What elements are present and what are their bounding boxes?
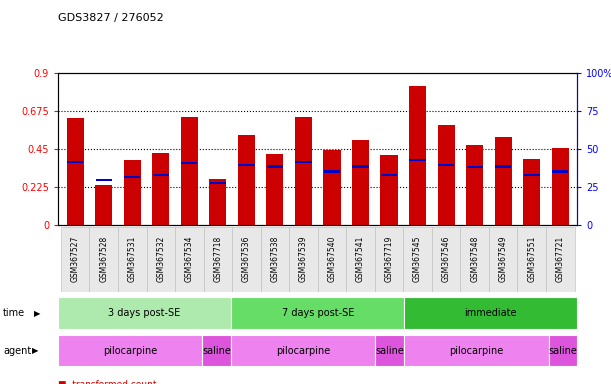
Bar	[295, 117, 312, 225]
Text: ▶: ▶	[32, 346, 39, 355]
Text: agent: agent	[3, 346, 31, 356]
Bar	[210, 182, 226, 184]
Bar	[495, 137, 512, 225]
Bar	[323, 151, 340, 225]
Text: GSM367545: GSM367545	[413, 236, 422, 283]
Bar	[324, 170, 340, 173]
Bar	[438, 164, 454, 166]
FancyBboxPatch shape	[489, 227, 518, 292]
Text: GSM367528: GSM367528	[99, 236, 108, 282]
Bar	[495, 166, 511, 167]
Bar	[210, 179, 227, 225]
Text: ▶: ▶	[34, 309, 40, 318]
Bar	[467, 166, 483, 169]
FancyBboxPatch shape	[518, 227, 546, 292]
Bar	[523, 159, 540, 225]
FancyBboxPatch shape	[202, 335, 231, 366]
Bar	[181, 162, 197, 164]
Bar	[352, 141, 369, 225]
Text: GSM367718: GSM367718	[213, 236, 222, 282]
FancyBboxPatch shape	[318, 227, 346, 292]
FancyBboxPatch shape	[346, 227, 375, 292]
Text: saline: saline	[375, 346, 404, 356]
Bar	[238, 135, 255, 225]
Text: pilocarpine: pilocarpine	[449, 346, 503, 356]
Bar	[552, 148, 569, 225]
Text: immediate: immediate	[464, 308, 517, 318]
Text: pilocarpine: pilocarpine	[103, 346, 157, 356]
Text: GSM367539: GSM367539	[299, 236, 308, 283]
Text: 7 days post-SE: 7 days post-SE	[282, 308, 354, 318]
Text: GSM367527: GSM367527	[71, 236, 79, 282]
Text: ■  transformed count: ■ transformed count	[58, 380, 156, 384]
FancyBboxPatch shape	[549, 335, 577, 366]
FancyBboxPatch shape	[89, 227, 118, 292]
Bar	[381, 174, 397, 176]
FancyBboxPatch shape	[58, 298, 231, 329]
Text: GSM367721: GSM367721	[556, 236, 565, 282]
Bar	[152, 153, 169, 225]
FancyBboxPatch shape	[118, 227, 147, 292]
FancyBboxPatch shape	[203, 227, 232, 292]
Text: GSM367540: GSM367540	[327, 236, 337, 283]
Text: saline: saline	[202, 346, 231, 356]
Bar	[353, 166, 368, 167]
Bar	[381, 155, 398, 225]
Bar	[95, 185, 112, 225]
Text: GSM367551: GSM367551	[527, 236, 536, 282]
FancyBboxPatch shape	[147, 227, 175, 292]
Text: GSM367549: GSM367549	[499, 236, 508, 283]
Bar	[409, 86, 426, 225]
FancyBboxPatch shape	[289, 227, 318, 292]
Text: 3 days post-SE: 3 days post-SE	[109, 308, 181, 318]
Bar	[295, 161, 312, 163]
Bar	[267, 166, 283, 167]
FancyBboxPatch shape	[375, 335, 404, 366]
Text: GSM367532: GSM367532	[156, 236, 165, 282]
Bar	[437, 125, 455, 225]
FancyBboxPatch shape	[404, 298, 577, 329]
FancyBboxPatch shape	[231, 298, 404, 329]
Text: GDS3827 / 276052: GDS3827 / 276052	[58, 13, 164, 23]
Bar	[409, 159, 426, 161]
FancyBboxPatch shape	[432, 227, 461, 292]
FancyBboxPatch shape	[546, 227, 574, 292]
Bar	[123, 160, 141, 225]
FancyBboxPatch shape	[403, 227, 432, 292]
FancyBboxPatch shape	[461, 227, 489, 292]
Bar	[67, 161, 83, 163]
Text: GSM367719: GSM367719	[384, 236, 393, 282]
FancyBboxPatch shape	[232, 227, 261, 292]
FancyBboxPatch shape	[261, 227, 289, 292]
Text: GSM367534: GSM367534	[185, 236, 194, 283]
FancyBboxPatch shape	[58, 335, 202, 366]
FancyBboxPatch shape	[175, 227, 203, 292]
FancyBboxPatch shape	[231, 335, 375, 366]
Text: GSM367536: GSM367536	[242, 236, 251, 283]
Text: pilocarpine: pilocarpine	[276, 346, 331, 356]
FancyBboxPatch shape	[61, 227, 89, 292]
Text: time: time	[3, 308, 25, 318]
Text: GSM367541: GSM367541	[356, 236, 365, 282]
Bar	[124, 175, 141, 178]
Text: GSM367538: GSM367538	[271, 236, 279, 282]
Bar	[238, 164, 255, 166]
Text: GSM367546: GSM367546	[442, 236, 451, 283]
Bar	[524, 174, 540, 176]
Bar	[552, 170, 568, 173]
Text: GSM367548: GSM367548	[470, 236, 479, 282]
Bar	[95, 179, 112, 181]
Bar	[466, 145, 483, 225]
FancyBboxPatch shape	[375, 227, 403, 292]
FancyBboxPatch shape	[404, 335, 549, 366]
Bar	[153, 174, 169, 176]
Bar	[67, 118, 84, 225]
Bar	[266, 154, 284, 225]
Bar	[181, 117, 198, 225]
Text: saline: saline	[549, 346, 577, 356]
Text: GSM367531: GSM367531	[128, 236, 137, 282]
